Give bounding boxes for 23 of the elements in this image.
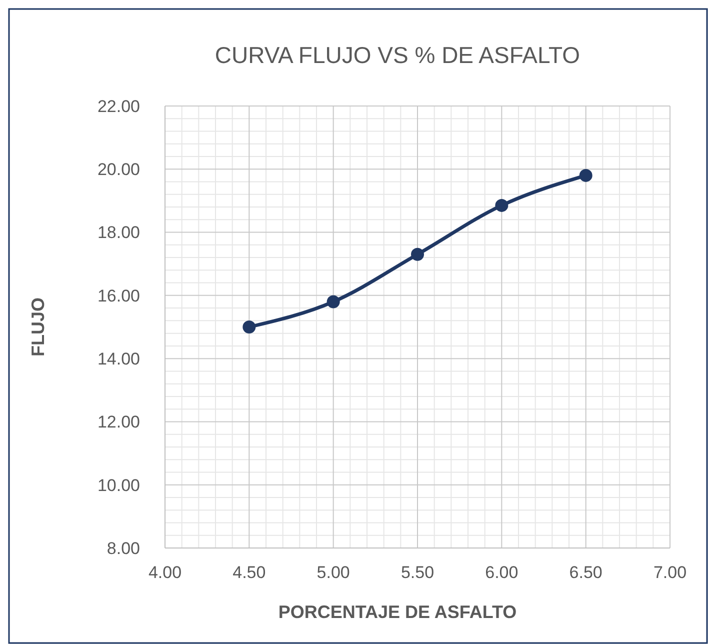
y-tick-label: 22.00 [97, 96, 140, 116]
y-tick-label: 16.00 [97, 286, 140, 306]
x-tick-label: 6.00 [485, 563, 518, 582]
point [326, 295, 340, 308]
point [411, 248, 424, 261]
y-tick-label: 18.00 [97, 223, 140, 242]
point [242, 320, 256, 334]
x-tick-label: 4.50 [232, 563, 266, 582]
x-tick-label: 7.00 [653, 563, 687, 582]
y-tick-label: 10.00 [97, 476, 140, 495]
y-tick-label: 8.00 [106, 538, 140, 558]
x-tick-label: 5.50 [400, 563, 434, 582]
x-axis-title: PORCENTAJE DE ASFALTO [278, 602, 517, 622]
x-tick-label: 6.50 [569, 563, 602, 582]
y-tick-label: 14.00 [97, 350, 140, 369]
y-tick-label: 12.00 [97, 412, 140, 432]
x-tick-label: 4.00 [148, 563, 182, 582]
y-tick-label: 20.00 [97, 160, 140, 180]
y-axis-title: FLUJO [28, 297, 48, 357]
point [579, 168, 592, 182]
x-tick-label: 5.00 [316, 563, 350, 582]
chart-title: CURVA FLUJO VS % DE ASFALTO [214, 42, 580, 68]
point [495, 198, 508, 212]
